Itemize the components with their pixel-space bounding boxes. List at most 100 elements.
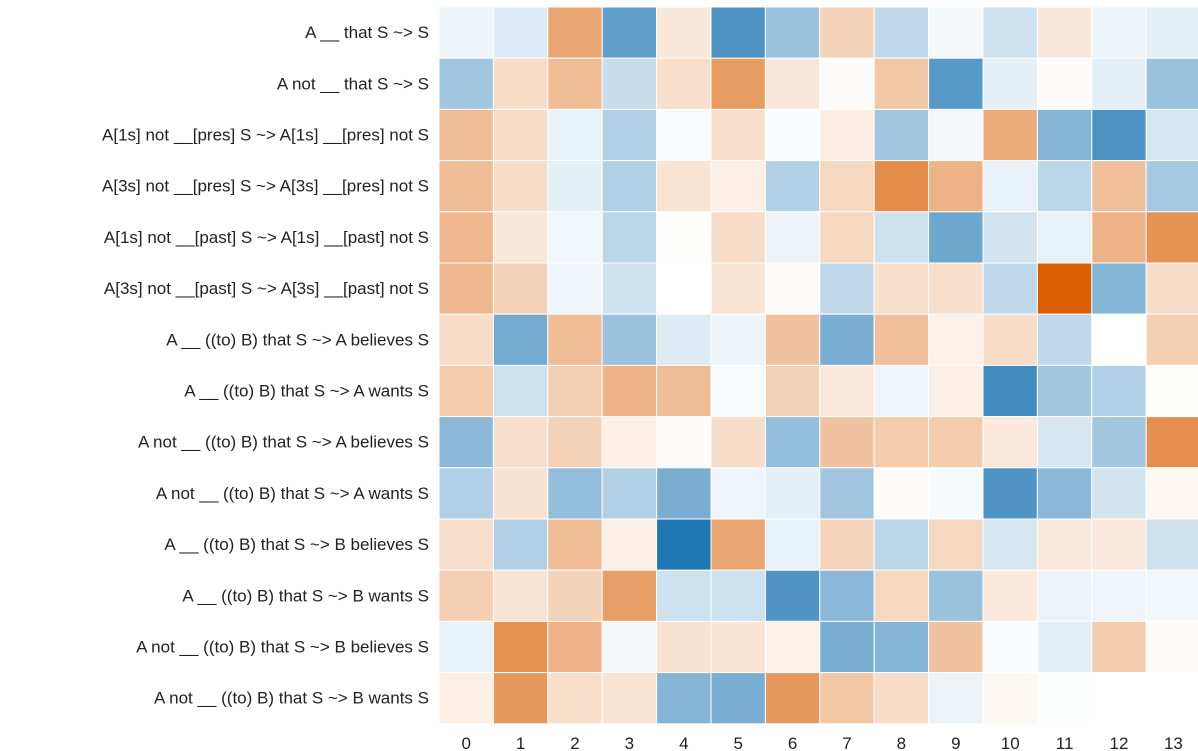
heatmap-cell-r9-c6 bbox=[764, 467, 821, 520]
y-tick-label: A __ ((to) B) that S ~> B wants S bbox=[182, 586, 429, 605]
heatmap-cell-r9-c12 bbox=[1091, 467, 1147, 520]
y-tick-label: A __ ((to) B) that S ~> B believes S bbox=[164, 535, 429, 554]
heatmap-cell-r6-c11 bbox=[1036, 313, 1093, 366]
heatmap-cell-r1-c1 bbox=[492, 57, 549, 110]
heatmap-cell-r2-c12 bbox=[1091, 108, 1147, 162]
heatmap-cell-r7-c13 bbox=[1145, 364, 1198, 418]
x-axis-labels: 0 1 2 3 4 5 6 7 8 9 10 11 12 13 bbox=[461, 734, 1182, 751]
heatmap-cell-r12-c11 bbox=[1036, 620, 1093, 674]
heatmap-cell-r8-c2 bbox=[547, 416, 603, 469]
heatmap-cell-r0-c8 bbox=[873, 6, 930, 59]
heatmap-cell-r13-c1 bbox=[492, 672, 549, 725]
heatmap-cell-r11-c12 bbox=[1091, 569, 1147, 622]
heatmap-cell-r4-c13 bbox=[1145, 211, 1198, 264]
heatmap-cell-r8-c10 bbox=[982, 416, 1038, 469]
heatmap-cell-r8-c11 bbox=[1036, 416, 1093, 469]
heatmap-cell-r0-c10 bbox=[982, 6, 1038, 59]
heatmap-cell-r3-c0 bbox=[438, 160, 494, 213]
heatmap-cell-r8-c1 bbox=[492, 416, 549, 469]
heatmap-cell-r11-c6 bbox=[764, 569, 821, 622]
heatmap-cell-r4-c4 bbox=[656, 211, 712, 264]
heatmap-cell-r13-c8 bbox=[873, 672, 930, 725]
heatmap-cell-r1-c7 bbox=[819, 57, 875, 110]
heatmap-cell-r13-c0 bbox=[438, 672, 494, 725]
heatmap-cell-r10-c7 bbox=[819, 518, 875, 571]
y-tick-label: A not __ that S ~> S bbox=[277, 74, 429, 93]
heatmap-cell-r12-c3 bbox=[601, 620, 658, 674]
heatmap-cell-r5-c10 bbox=[982, 262, 1038, 315]
heatmap-cell-r0-c4 bbox=[656, 6, 712, 59]
heatmap-cell-r0-c6 bbox=[764, 6, 821, 59]
heatmap-cell-r8-c5 bbox=[710, 416, 766, 469]
heatmap-cell-r10-c11 bbox=[1036, 518, 1093, 571]
heatmap-cell-r13-c11 bbox=[1036, 672, 1093, 725]
heatmap-cell-r12-c10 bbox=[982, 620, 1038, 674]
heatmap-cell-r3-c4 bbox=[656, 160, 712, 213]
heatmap-cell-r6-c2 bbox=[547, 313, 603, 366]
heatmap-cell-r1-c0 bbox=[438, 57, 494, 110]
heatmap-cell-r11-c5 bbox=[710, 569, 766, 622]
heatmap-cell-r8-c9 bbox=[928, 416, 984, 469]
heatmap-cell-r7-c3 bbox=[601, 364, 658, 418]
heatmap-cell-r5-c4 bbox=[656, 262, 712, 315]
heatmap-cell-r4-c5 bbox=[710, 211, 766, 264]
heatmap-cell-r9-c7 bbox=[819, 467, 875, 520]
heatmap-cell-r3-c6 bbox=[764, 160, 821, 213]
heatmap-cell-r8-c7 bbox=[819, 416, 875, 469]
heatmap-cell-r0-c7 bbox=[819, 6, 875, 59]
heatmap-cell-r9-c11 bbox=[1036, 467, 1093, 520]
heatmap-cell-r11-c11 bbox=[1036, 569, 1093, 622]
heatmap-cell-r7-c8 bbox=[873, 364, 930, 418]
heatmap-cell-r1-c11 bbox=[1036, 57, 1093, 110]
heatmap-cell-r12-c6 bbox=[764, 620, 821, 674]
heatmap-cell-r6-c12 bbox=[1091, 313, 1147, 366]
heatmap-cell-r12-c4 bbox=[656, 620, 712, 674]
y-tick-label: A[1s] not __[pres] S ~> A[1s] __[pres] n… bbox=[102, 126, 429, 145]
heatmap-cell-r4-c7 bbox=[819, 211, 875, 264]
heatmap-cell-r9-c5 bbox=[710, 467, 766, 520]
heatmap-cells bbox=[438, 6, 1198, 725]
heatmap-cell-r5-c8 bbox=[873, 262, 930, 315]
x-tick-label: 10 bbox=[1001, 734, 1020, 751]
heatmap-cell-r9-c9 bbox=[928, 467, 984, 520]
heatmap-cell-r2-c10 bbox=[982, 108, 1038, 162]
heatmap-cell-r11-c8 bbox=[873, 569, 930, 622]
y-tick-label: A __ ((to) B) that S ~> A wants S bbox=[184, 382, 429, 401]
y-tick-label: A[1s] not __[past] S ~> A[1s] __[past] n… bbox=[104, 228, 429, 247]
heatmap-cell-r8-c4 bbox=[656, 416, 712, 469]
heatmap-cell-r7-c1 bbox=[492, 364, 549, 418]
heatmap-cell-r5-c9 bbox=[928, 262, 984, 315]
heatmap-cell-r9-c10 bbox=[982, 467, 1038, 520]
heatmap-cell-r13-c12 bbox=[1091, 672, 1147, 725]
heatmap-cell-r12-c2 bbox=[547, 620, 603, 674]
heatmap-cell-r5-c1 bbox=[492, 262, 549, 315]
heatmap-cell-r7-c11 bbox=[1036, 364, 1093, 418]
x-tick-label: 3 bbox=[625, 734, 634, 751]
heatmap-cell-r10-c9 bbox=[928, 518, 984, 571]
heatmap-cell-r6-c1 bbox=[492, 313, 549, 366]
heatmap-cell-r1-c6 bbox=[764, 57, 821, 110]
x-tick-label: 8 bbox=[897, 734, 906, 751]
heatmap-cell-r5-c0 bbox=[438, 262, 494, 315]
heatmap-cell-r10-c13 bbox=[1145, 518, 1198, 571]
heatmap-cell-r3-c1 bbox=[492, 160, 549, 213]
heatmap-cell-r10-c8 bbox=[873, 518, 930, 571]
heatmap-cell-r0-c13 bbox=[1145, 6, 1198, 59]
heatmap-cell-r9-c1 bbox=[492, 467, 549, 520]
heatmap-cell-r7-c0 bbox=[438, 364, 494, 418]
heatmap-cell-r8-c8 bbox=[873, 416, 930, 469]
heatmap-cell-r4-c11 bbox=[1036, 211, 1093, 264]
heatmap-cell-r5-c7 bbox=[819, 262, 875, 315]
heatmap-cell-r5-c12 bbox=[1091, 262, 1147, 315]
heatmap-cell-r5-c13 bbox=[1145, 262, 1198, 315]
heatmap-cell-r7-c6 bbox=[764, 364, 821, 418]
heatmap-cell-r7-c7 bbox=[819, 364, 875, 418]
heatmap-cell-r3-c8 bbox=[873, 160, 930, 213]
heatmap-cell-r0-c5 bbox=[710, 6, 766, 59]
heatmap-cell-r2-c13 bbox=[1145, 108, 1198, 162]
heatmap-cell-r2-c7 bbox=[819, 108, 875, 162]
heatmap-cell-r13-c3 bbox=[601, 672, 658, 725]
heatmap-cell-r1-c13 bbox=[1145, 57, 1198, 110]
heatmap-cell-r9-c4 bbox=[656, 467, 712, 520]
heatmap-cell-r5-c3 bbox=[601, 262, 658, 315]
